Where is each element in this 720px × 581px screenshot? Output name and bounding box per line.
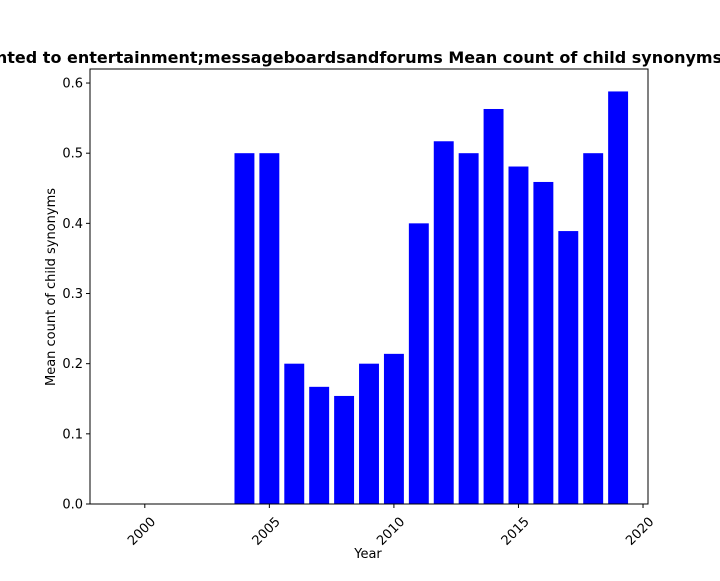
bar-2006 [284, 363, 305, 504]
bar-2008 [334, 395, 355, 504]
bar-2010 [383, 353, 404, 504]
bar-2014 [483, 108, 504, 505]
y-tick-label: 0.2 [62, 357, 83, 372]
y-tick-label: 0.5 [62, 147, 83, 162]
y-tick-label: 0.4 [62, 217, 83, 232]
x-tick-label: 2020 [623, 515, 657, 549]
bar-2018 [583, 153, 604, 504]
x-tick-label: 2000 [125, 515, 159, 549]
bar-2007 [309, 386, 330, 504]
bar-2004 [234, 153, 255, 504]
chart-title: nted to entertainment;messageboardsandfo… [0, 48, 720, 67]
bar-2011 [408, 223, 429, 504]
x-tick-label: 2010 [374, 515, 408, 549]
bar-2016 [533, 181, 554, 504]
plot-frame [89, 68, 649, 505]
x-tick-label: 2015 [499, 515, 533, 549]
bar-2013 [458, 153, 479, 504]
x-tick-label: 2005 [250, 515, 284, 549]
bar-2009 [359, 363, 379, 504]
y-tick-label: 0.1 [62, 427, 83, 442]
y-axis-label: Mean count of child synonyms [44, 188, 59, 386]
bar-2019 [608, 91, 629, 504]
bars-group [234, 91, 629, 505]
x-axis-label: Year [353, 547, 382, 562]
bar-2005 [259, 153, 280, 504]
bar-2015 [508, 166, 529, 504]
y-tick-label: 0.3 [62, 287, 83, 302]
bar-2012 [433, 141, 454, 504]
y-tick-label: 0.0 [62, 498, 83, 513]
bar-2017 [558, 231, 579, 504]
x-axis: 2000 2005 2010 2015 2020 [125, 504, 657, 549]
y-axis: 0.0 0.1 0.2 0.3 0.4 0.5 0.6 [62, 77, 90, 513]
y-tick-label: 0.6 [62, 77, 83, 92]
